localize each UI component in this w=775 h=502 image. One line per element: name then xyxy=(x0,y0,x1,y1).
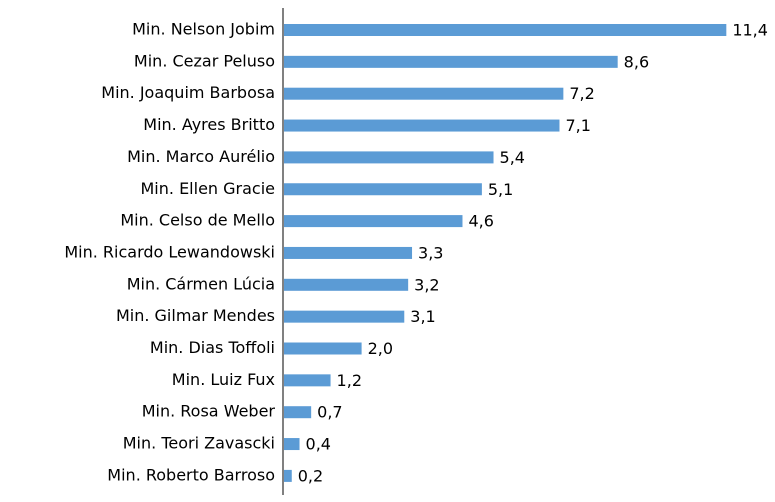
value-label: 11,4 xyxy=(732,21,768,40)
category-label: Min. Joaquim Barbosa xyxy=(101,83,275,102)
value-label: 2,0 xyxy=(368,339,393,358)
bar xyxy=(284,119,560,132)
category-label: Min. Celso de Mello xyxy=(120,211,275,230)
value-label: 0,7 xyxy=(317,403,342,422)
bar xyxy=(284,438,300,451)
bar xyxy=(284,278,409,291)
bar xyxy=(284,246,413,259)
category-label: Min. Roberto Barroso xyxy=(107,465,275,484)
value-label: 5,1 xyxy=(488,180,513,199)
category-label: Min. Ellen Gracie xyxy=(141,179,276,198)
bar xyxy=(284,87,564,100)
category-label: Min. Nelson Jobim xyxy=(132,20,275,39)
bar xyxy=(284,342,362,355)
value-label: 0,2 xyxy=(298,466,323,485)
bar xyxy=(284,183,482,196)
bar xyxy=(284,24,727,36)
value-label: 3,2 xyxy=(414,275,439,294)
category-label: Min. Dias Toffoli xyxy=(150,338,275,357)
bar xyxy=(284,151,494,164)
category-label: Min. Gilmar Mendes xyxy=(116,306,275,325)
bar xyxy=(284,406,312,419)
value-label: 7,1 xyxy=(565,116,590,135)
value-label: 5,4 xyxy=(500,148,525,167)
category-label: Min. Teori Zavascki xyxy=(123,434,275,453)
value-label: 1,2 xyxy=(337,371,362,390)
bar xyxy=(284,469,292,482)
bar xyxy=(284,215,463,228)
bar xyxy=(284,374,331,387)
bar xyxy=(284,310,405,323)
category-label: Min. Luiz Fux xyxy=(172,370,275,389)
value-label: 4,6 xyxy=(468,212,493,231)
value-label: 8,6 xyxy=(624,52,649,71)
value-label: 3,3 xyxy=(418,243,443,262)
value-label: 3,1 xyxy=(410,307,435,326)
value-label: 0,4 xyxy=(306,435,331,454)
category-label: Min. Ricardo Lewandowski xyxy=(64,242,275,261)
category-label: Min. Cármen Lúcia xyxy=(127,274,275,293)
category-label: Min. Marco Aurélio xyxy=(127,147,275,166)
category-label: Min. Ayres Britto xyxy=(143,115,275,134)
value-label: 7,2 xyxy=(569,84,594,103)
bar xyxy=(284,55,618,68)
category-label: Min. Rosa Weber xyxy=(142,402,276,421)
category-label: Min. Cezar Peluso xyxy=(134,51,275,70)
